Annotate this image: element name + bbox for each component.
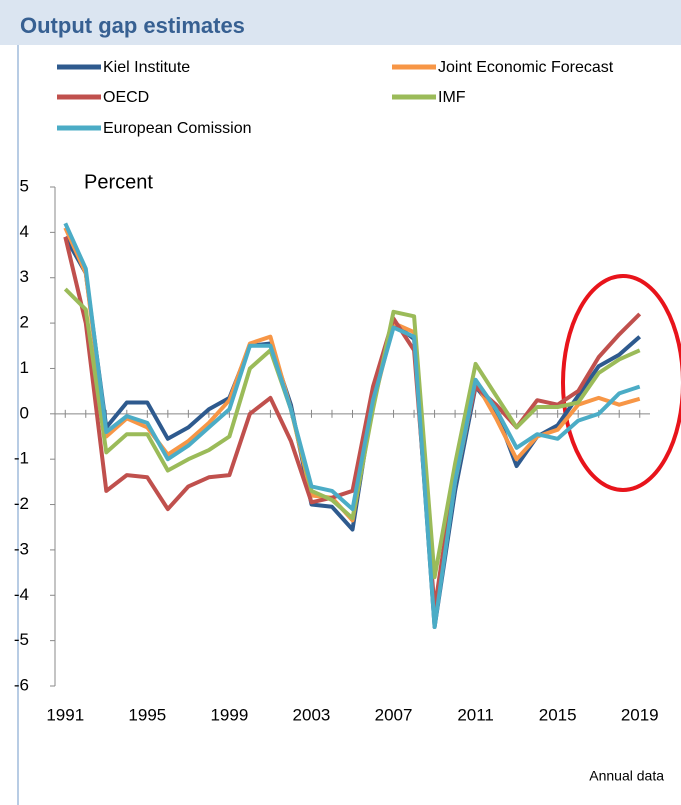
y-tick-label: 3: [20, 267, 29, 286]
y-tick-label: -2: [14, 494, 29, 513]
legend-label: Kiel Institute: [103, 59, 190, 76]
y-tick-label: -3: [14, 539, 29, 558]
highlight-ellipse: [561, 274, 681, 492]
y-tick-label: 5: [20, 176, 29, 195]
y-tick-label: 4: [20, 222, 29, 241]
y-tick-label: -6: [14, 675, 29, 694]
x-tick-label: 1995: [128, 705, 166, 724]
y-tick-label: -4: [14, 585, 29, 604]
x-tick-label: 2019: [621, 705, 659, 724]
chart-title: Output gap estimates: [20, 13, 245, 38]
y-axis-label: Percent: [84, 171, 153, 193]
legend-label: OECD: [103, 89, 149, 106]
y-tick-label: -5: [14, 630, 29, 649]
legend-label: European Comission: [103, 120, 252, 137]
legend-label: Joint Economic Forecast: [438, 59, 614, 76]
x-tick-label: 1999: [210, 705, 248, 724]
y-tick-label: -1: [14, 449, 29, 468]
y-tick-label: 1: [20, 358, 29, 377]
note: Annual data: [589, 768, 664, 784]
x-tick-label: 2007: [375, 705, 413, 724]
series-line: [63, 287, 641, 580]
series-line: [63, 226, 641, 625]
series-line: [63, 236, 642, 611]
legend-label: IMF: [438, 89, 466, 106]
x-tick-label: 2015: [539, 705, 577, 724]
x-tick-label: 2003: [293, 705, 331, 724]
x-tick-label: 2011: [457, 705, 494, 724]
y-tick-label: 2: [20, 313, 29, 332]
x-tick-label: 1991: [46, 705, 84, 724]
title-bar: [0, 0, 681, 45]
y-tick-label: 0: [20, 403, 29, 422]
series-line: [63, 222, 641, 629]
